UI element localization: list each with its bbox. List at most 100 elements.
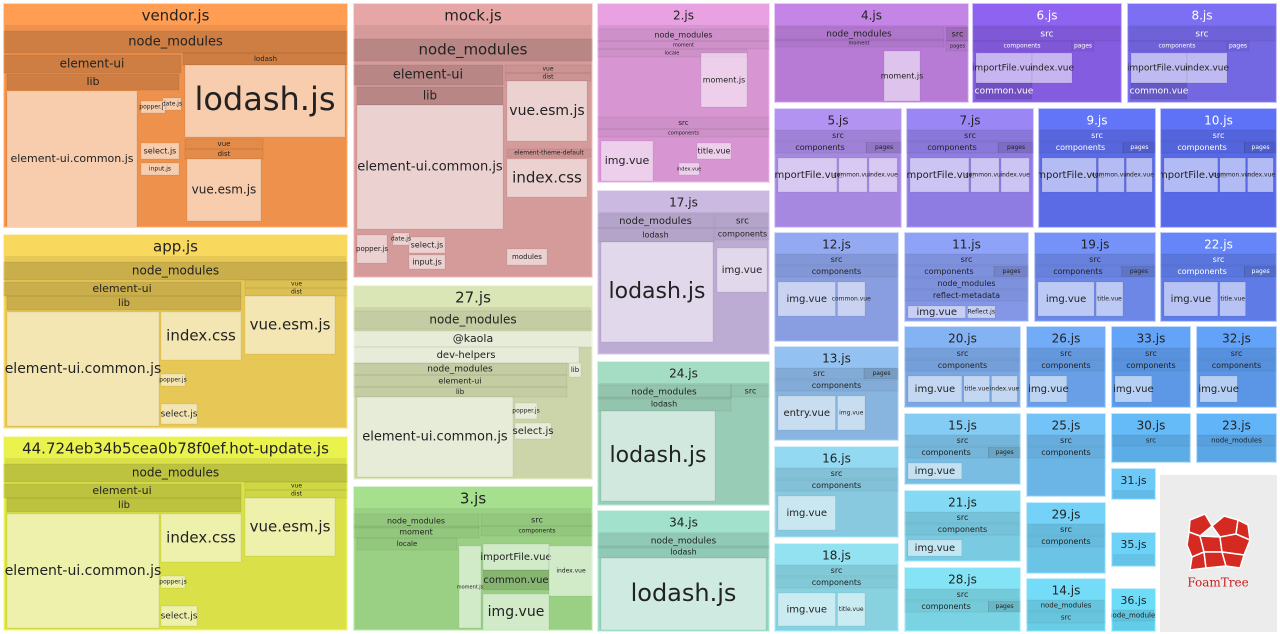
module-label: src bbox=[961, 255, 973, 264]
module-label: popper.js bbox=[159, 377, 186, 384]
module-label: moment bbox=[673, 43, 694, 49]
module-label: src bbox=[957, 590, 969, 599]
module-label: element-ui.common.js bbox=[362, 430, 508, 445]
module-box bbox=[6, 311, 160, 427]
module-label: components bbox=[1158, 43, 1195, 50]
module-box bbox=[597, 533, 770, 549]
module-box bbox=[1031, 52, 1073, 84]
module-box bbox=[160, 605, 198, 627]
module-box bbox=[1071, 40, 1095, 52]
module-label: node_modules bbox=[1041, 602, 1092, 610]
module-box bbox=[967, 305, 996, 319]
module-box bbox=[1219, 157, 1246, 193]
module-label: components bbox=[812, 481, 861, 490]
module-box bbox=[906, 141, 999, 154]
module-box bbox=[6, 295, 242, 311]
module-label: entry.vue bbox=[783, 408, 830, 419]
module-label: img.vue bbox=[839, 410, 864, 417]
tile-title: 30.js bbox=[1137, 419, 1166, 433]
module-box bbox=[356, 104, 504, 230]
module-box bbox=[945, 40, 969, 52]
module-label: lodash bbox=[670, 548, 696, 557]
module-box bbox=[244, 481, 348, 491]
module-box bbox=[597, 28, 770, 42]
module-label: moment.js bbox=[457, 585, 484, 591]
module-label: src bbox=[1060, 436, 1072, 445]
module-label: common.vue bbox=[1130, 87, 1189, 97]
module-label: node_modules bbox=[429, 313, 516, 327]
module-label: src bbox=[952, 30, 964, 39]
tile-title: 8.js bbox=[1191, 9, 1212, 23]
module-label: input.js bbox=[412, 258, 442, 267]
tile-background bbox=[1111, 468, 1156, 500]
module-label: src bbox=[1089, 255, 1101, 264]
module-label: importFile.vue bbox=[772, 170, 843, 181]
tile-border bbox=[1127, 3, 1277, 103]
tile-border bbox=[904, 326, 1021, 408]
module-box bbox=[568, 362, 582, 378]
tile-inner-shade bbox=[1028, 435, 1104, 495]
module-box bbox=[3, 54, 182, 74]
module-box bbox=[863, 367, 899, 380]
module-box bbox=[3, 463, 348, 483]
module-box bbox=[1127, 40, 1228, 52]
tile-border bbox=[906, 108, 1034, 228]
module-box bbox=[700, 52, 748, 108]
module-box bbox=[482, 543, 550, 571]
module-box bbox=[904, 600, 989, 613]
module-box bbox=[1026, 599, 1106, 612]
tile-border bbox=[1196, 413, 1277, 463]
module-label: index.css bbox=[512, 169, 582, 187]
module-label: img.vue bbox=[1046, 294, 1086, 305]
module-box bbox=[714, 227, 770, 241]
module-box bbox=[353, 513, 480, 529]
module-label: img.vue bbox=[915, 466, 955, 477]
module-label: node_modules bbox=[427, 365, 493, 375]
bundle-tile: 36.js node_modules bbox=[1111, 588, 1156, 632]
module-box bbox=[1034, 253, 1156, 266]
module-label: pages bbox=[1252, 144, 1270, 151]
module-label: importFile.vue bbox=[1155, 170, 1226, 181]
module-label: element-ui.common.js bbox=[357, 160, 503, 175]
module-label: img.vue bbox=[787, 605, 827, 616]
module-label: lodash bbox=[642, 231, 668, 240]
module-box bbox=[774, 367, 865, 380]
module-label: title.vue bbox=[1097, 296, 1122, 303]
module-label: img.vue bbox=[605, 154, 650, 167]
module-label: pages bbox=[1007, 144, 1025, 151]
module-box bbox=[184, 64, 346, 138]
module-box bbox=[1199, 375, 1238, 403]
module-label: importFile.vue bbox=[1033, 170, 1104, 181]
module-label: src bbox=[1213, 131, 1225, 140]
module-box bbox=[506, 80, 588, 142]
tile-border bbox=[597, 190, 770, 355]
module-box bbox=[904, 289, 1029, 302]
module-label: locale bbox=[397, 540, 418, 548]
module-label: src bbox=[1091, 131, 1103, 140]
module-label: src bbox=[1061, 614, 1071, 622]
module-label: element-ui bbox=[438, 377, 481, 386]
bundle-tile: 33.js src components img.vue bbox=[1111, 326, 1191, 408]
tile-title: 31.js bbox=[1120, 474, 1147, 487]
module-box bbox=[1111, 359, 1191, 372]
module-box bbox=[140, 142, 180, 160]
module-box bbox=[907, 305, 966, 319]
module-box bbox=[777, 395, 836, 431]
module-box bbox=[904, 446, 989, 459]
module-box bbox=[600, 557, 767, 631]
tile-title: 16.js bbox=[822, 452, 851, 466]
module-label: title.vue bbox=[698, 147, 731, 156]
module-label: img.vue bbox=[1113, 384, 1153, 395]
module-label: lib bbox=[118, 298, 130, 309]
module-label: common.vue bbox=[832, 296, 871, 303]
module-box bbox=[480, 513, 593, 527]
module-box bbox=[774, 38, 945, 48]
module-box bbox=[963, 375, 990, 403]
tile-title: 6.js bbox=[1036, 9, 1057, 23]
tile-background bbox=[1111, 532, 1156, 567]
module-label: components bbox=[927, 143, 976, 152]
tile-title: 28.js bbox=[948, 573, 977, 587]
tile-title: 12.js bbox=[822, 238, 851, 252]
tile-border bbox=[1038, 108, 1156, 228]
